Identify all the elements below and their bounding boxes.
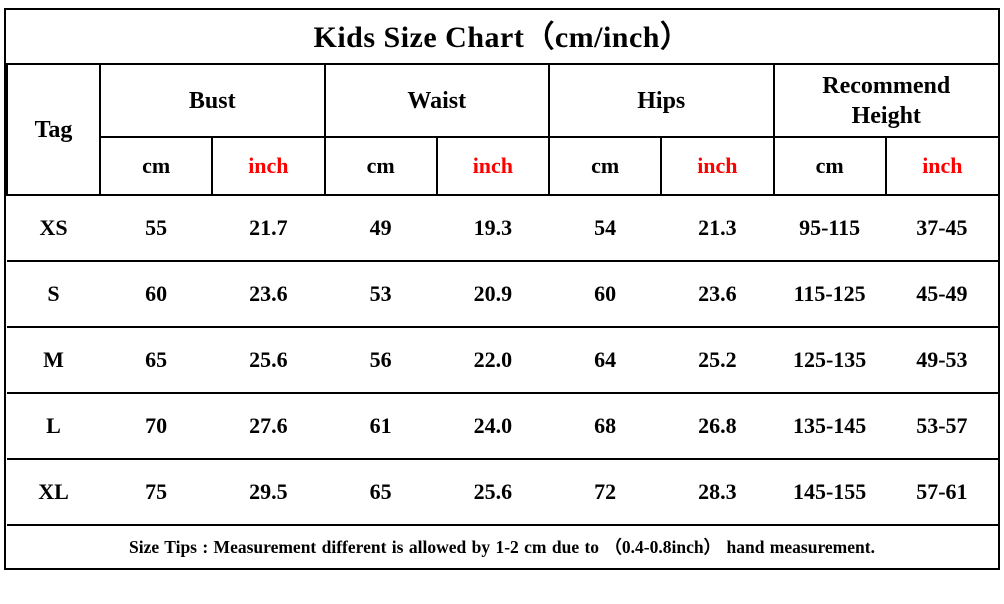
table-cell: 24.0 <box>436 393 549 460</box>
table-row: M 65 25.6 56 22.0 64 25.2 125-135 49-53 <box>7 327 998 394</box>
table-cell: 54 <box>549 195 662 262</box>
header-row-units: cm inch cm inch cm inch cm inch <box>7 137 998 196</box>
table-cell: 55 <box>100 195 213 262</box>
size-table: Tag Bust Waist Hips Recommend Height cm … <box>6 65 998 526</box>
table-cell: 53 <box>324 261 437 328</box>
table-cell: 25.6 <box>436 459 549 526</box>
table-cell: 23.6 <box>661 261 774 328</box>
table-cell: 23.6 <box>212 261 325 328</box>
table-cell: 56 <box>324 327 437 394</box>
table-row: S 60 23.6 53 20.9 60 23.6 115-125 45-49 <box>7 261 998 328</box>
table-row: XL 75 29.5 65 25.6 72 28.3 145-155 57-61 <box>7 459 998 526</box>
subheader-height-cm: cm <box>772 137 886 196</box>
table-cell: 20.9 <box>436 261 549 328</box>
table-cell: 29.5 <box>212 459 325 526</box>
table-cell: 65 <box>324 459 437 526</box>
table-cell: 25.6 <box>212 327 325 394</box>
subheader-hips-inch: inch <box>660 137 774 196</box>
row-tag: L <box>7 393 100 460</box>
table-cell: 75 <box>100 459 213 526</box>
subheader-bust-inch: inch <box>211 137 325 196</box>
table-cell: 95-115 <box>773 195 886 262</box>
row-tag: XL <box>7 459 100 526</box>
table-cell: 70 <box>100 393 213 460</box>
table-cell: 61 <box>324 393 437 460</box>
subheader-waist-cm: cm <box>323 137 437 196</box>
table-cell: 27.6 <box>212 393 325 460</box>
header-row-groups: Tag Bust Waist Hips Recommend Height <box>6 65 998 196</box>
column-header-bust: Bust <box>99 65 325 138</box>
subheader-height-inch: inch <box>884 137 998 196</box>
table-cell: 64 <box>549 327 662 394</box>
row-tag: S <box>7 261 100 328</box>
table-cell: 60 <box>549 261 662 328</box>
column-header-waist: Waist <box>323 65 549 138</box>
table-cell: 49-53 <box>885 327 998 394</box>
table-cell: 25.2 <box>661 327 774 394</box>
subheader-bust-cm: cm <box>98 137 213 196</box>
table-cell: 115-125 <box>773 261 886 328</box>
column-header-hips: Hips <box>548 65 774 138</box>
table-cell: 135-145 <box>773 393 886 460</box>
table-cell: 21.3 <box>661 195 774 262</box>
table-cell: 65 <box>100 327 213 394</box>
table-cell: 68 <box>549 393 662 460</box>
table-cell: 26.8 <box>661 393 774 460</box>
table-cell: 53-57 <box>885 393 998 460</box>
subheader-hips-cm: cm <box>547 137 662 196</box>
subheader-waist-inch: inch <box>435 137 549 196</box>
row-tag: M <box>7 327 100 394</box>
table-cell: 57-61 <box>885 459 998 526</box>
column-header-tag: Tag <box>6 65 101 196</box>
table-row: L 70 27.6 61 24.0 68 26.8 135-145 53-57 <box>7 393 998 460</box>
column-header-recommend-height: Recommend Height <box>772 65 998 138</box>
table-cell: 49 <box>324 195 437 262</box>
table-cell: 21.7 <box>212 195 325 262</box>
table-row: XS 55 21.7 49 19.3 54 21.3 95-115 37-45 <box>7 195 998 262</box>
table-cell: 45-49 <box>885 261 998 328</box>
size-tips-footnote: Size Tips : Measurement different is all… <box>129 537 875 557</box>
table-cell: 125-135 <box>773 327 886 394</box>
size-chart: Kids Size Chart（cm/inch） Tag Bust Waist … <box>4 8 1000 570</box>
page-title: Kids Size Chart（cm/inch） <box>6 10 998 65</box>
table-cell: 60 <box>100 261 213 328</box>
table-cell: 72 <box>549 459 662 526</box>
row-tag: XS <box>7 195 100 262</box>
table-cell: 19.3 <box>436 195 549 262</box>
table-cell: 28.3 <box>661 459 774 526</box>
table-cell: 37-45 <box>885 195 998 262</box>
table-cell: 145-155 <box>773 459 886 526</box>
table-cell: 22.0 <box>436 327 549 394</box>
